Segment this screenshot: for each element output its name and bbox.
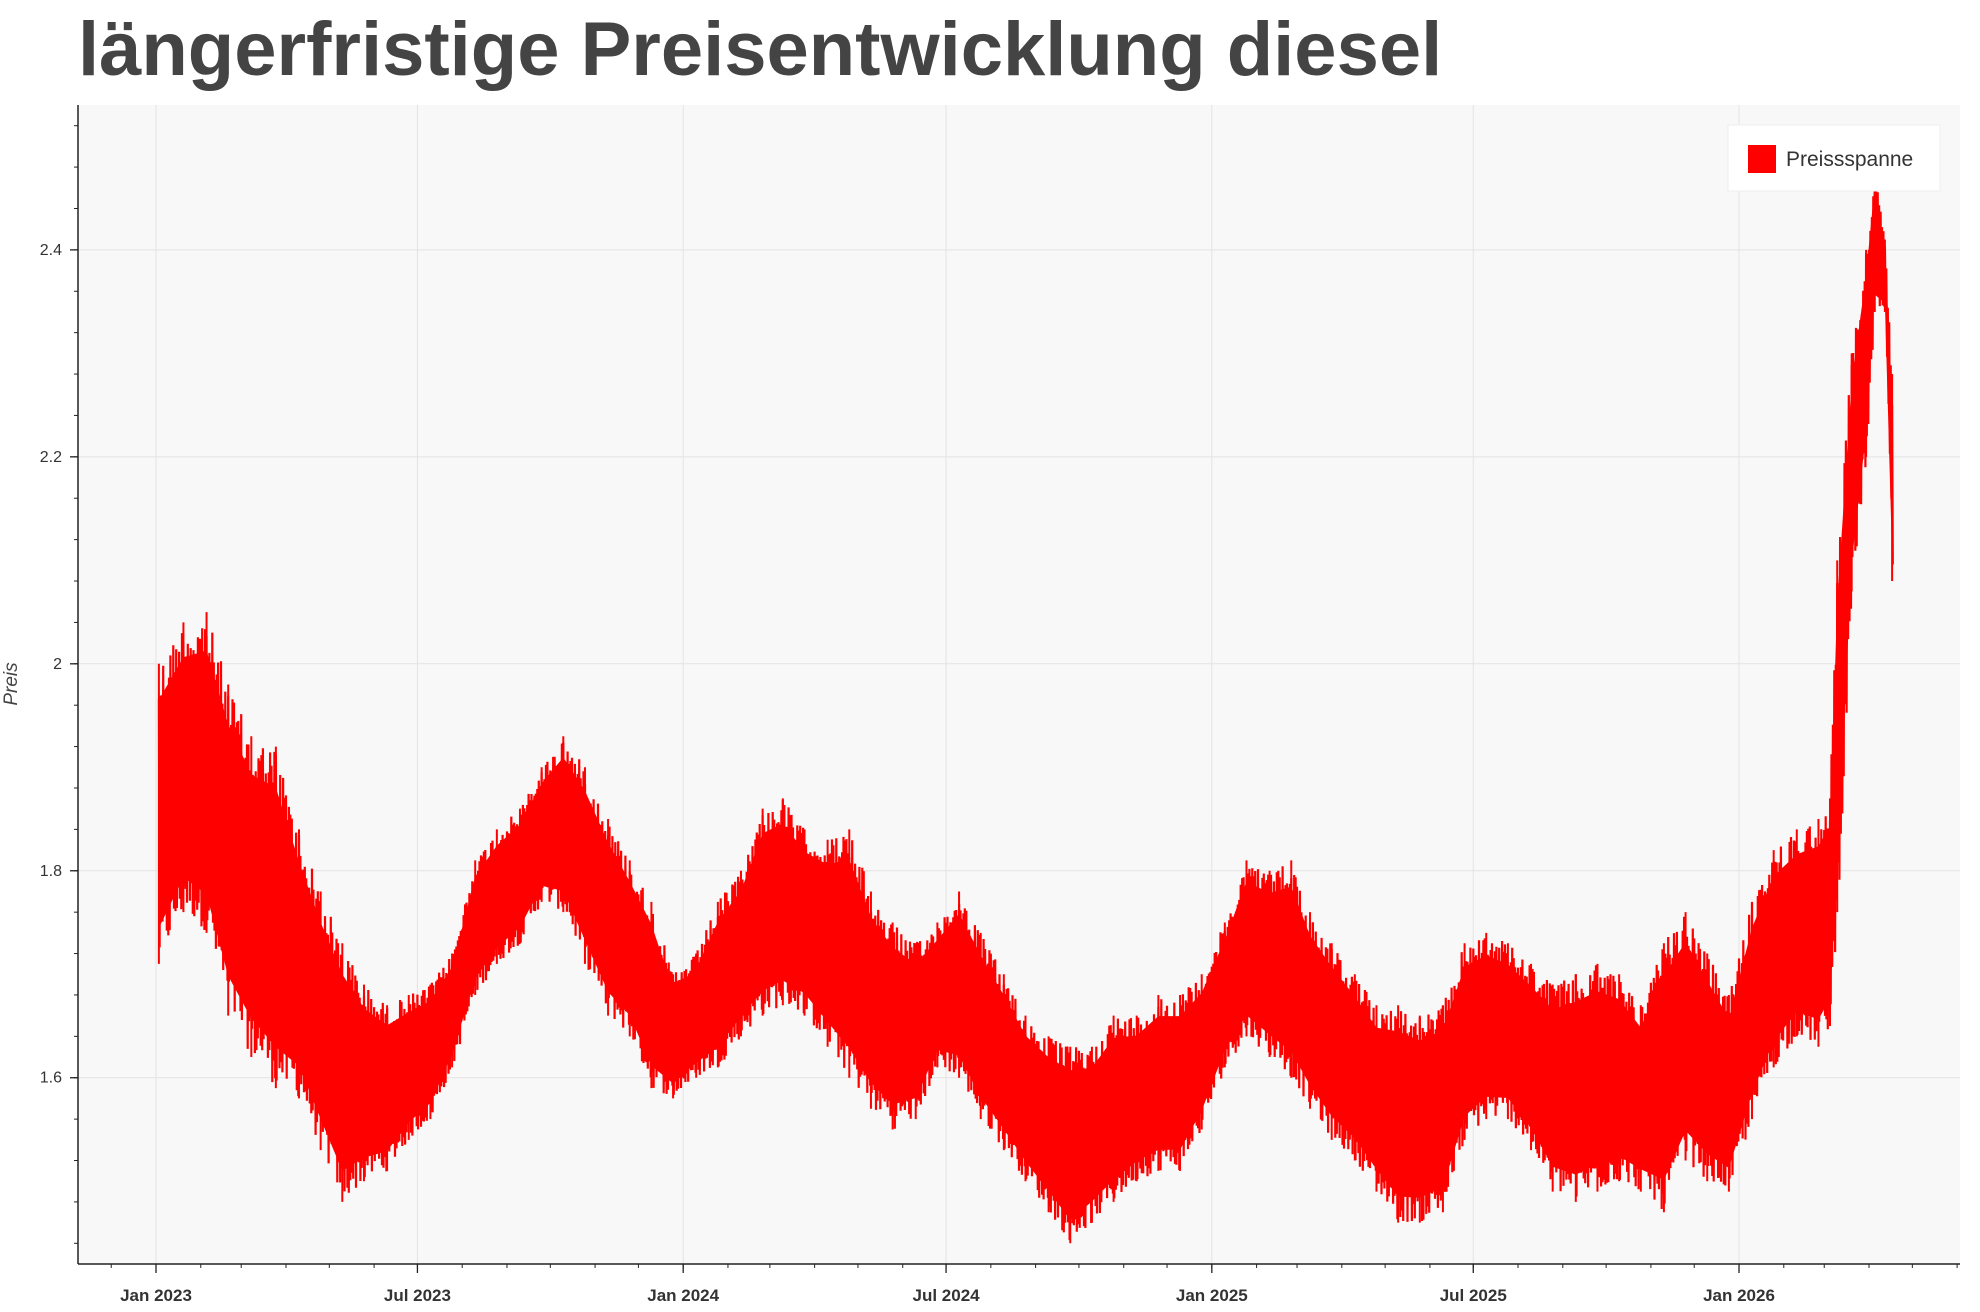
legend: Preissspanne xyxy=(1727,124,1941,192)
series-area xyxy=(157,167,1894,1244)
y-tick-label: 2.2 xyxy=(40,449,62,466)
x-tick-label: Jan 2025 xyxy=(1176,1286,1248,1305)
y-tick-label: 1.8 xyxy=(40,863,62,880)
legend-swatch xyxy=(1748,145,1776,173)
axes: 1.6 1.8 2 2.2 2.4 Jan 2023 Jul 2023 Jan 2024 Jul… xyxy=(40,105,1960,1305)
x-tick-label: Jul 2024 xyxy=(913,1286,981,1305)
chart-title: längerfristige Preisentwicklung diesel xyxy=(78,7,1443,92)
x-tick-label: Jan 2024 xyxy=(647,1286,719,1305)
x-tick-label: Jan 2026 xyxy=(1703,1286,1775,1305)
y-tick-label: 1.6 xyxy=(40,1070,62,1087)
x-tick-label: Jul 2023 xyxy=(384,1286,451,1305)
series-range-band xyxy=(158,184,1893,1220)
y-axis-title: Preis xyxy=(1,662,22,706)
legend-label: Preissspanne xyxy=(1786,148,1913,171)
y-tick-label: 2.4 xyxy=(40,242,62,259)
y-tick-label: 2 xyxy=(53,656,62,673)
x-tick-label: Jan 2023 xyxy=(120,1286,192,1305)
x-tick-label: Jul 2025 xyxy=(1440,1286,1507,1305)
